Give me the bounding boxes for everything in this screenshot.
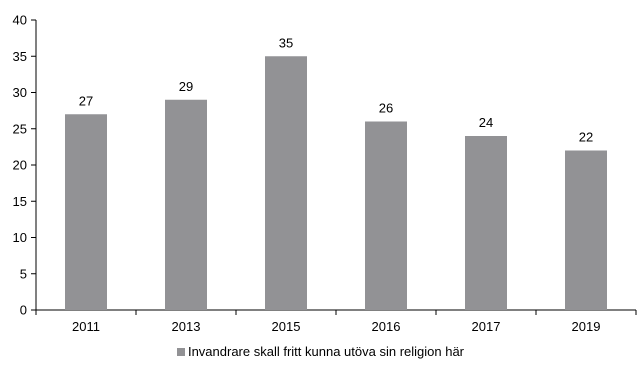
bar — [165, 99, 207, 310]
legend-swatch — [176, 348, 185, 356]
x-tick-label: 2015 — [272, 319, 301, 334]
x-tick-label: 2016 — [372, 319, 401, 334]
bar — [565, 150, 607, 310]
data-label: 26 — [379, 101, 393, 116]
x-tick-label: 2013 — [172, 319, 201, 334]
y-tick-label: 0 — [20, 303, 27, 318]
y-tick-label: 30 — [13, 85, 27, 100]
y-tick-label: 5 — [20, 266, 27, 281]
x-tick-label: 2019 — [572, 319, 601, 334]
y-tick-label: 15 — [13, 194, 27, 209]
data-label: 27 — [79, 93, 93, 108]
bar-series — [65, 56, 607, 310]
bar — [265, 56, 307, 310]
y-axis: 0 5 10 15 20 25 30 35 40 — [13, 13, 37, 318]
legend: Invandrare skall fritt kunna utöva sin r… — [0, 344, 641, 360]
x-tick-label: 2011 — [72, 319, 100, 334]
y-tick-label: 20 — [13, 158, 27, 173]
x-axis: 2011 2013 2015 2016 2017 2019 — [35, 309, 637, 334]
data-label: 24 — [479, 115, 493, 130]
y-tick-label: 40 — [13, 13, 27, 28]
data-label: 35 — [279, 35, 293, 50]
y-tick-label: 10 — [13, 230, 27, 245]
data-label: 29 — [179, 79, 193, 94]
bar — [365, 121, 407, 310]
data-labels: 27 29 35 26 24 22 — [79, 35, 593, 144]
x-tick-label: 2017 — [472, 319, 501, 334]
bar — [465, 136, 507, 310]
data-label: 22 — [579, 130, 593, 145]
bar — [65, 114, 107, 310]
y-tick-label: 35 — [13, 49, 27, 64]
legend-label: Invandrare skall fritt kunna utöva sin r… — [187, 344, 465, 359]
y-tick-label: 25 — [13, 121, 27, 136]
